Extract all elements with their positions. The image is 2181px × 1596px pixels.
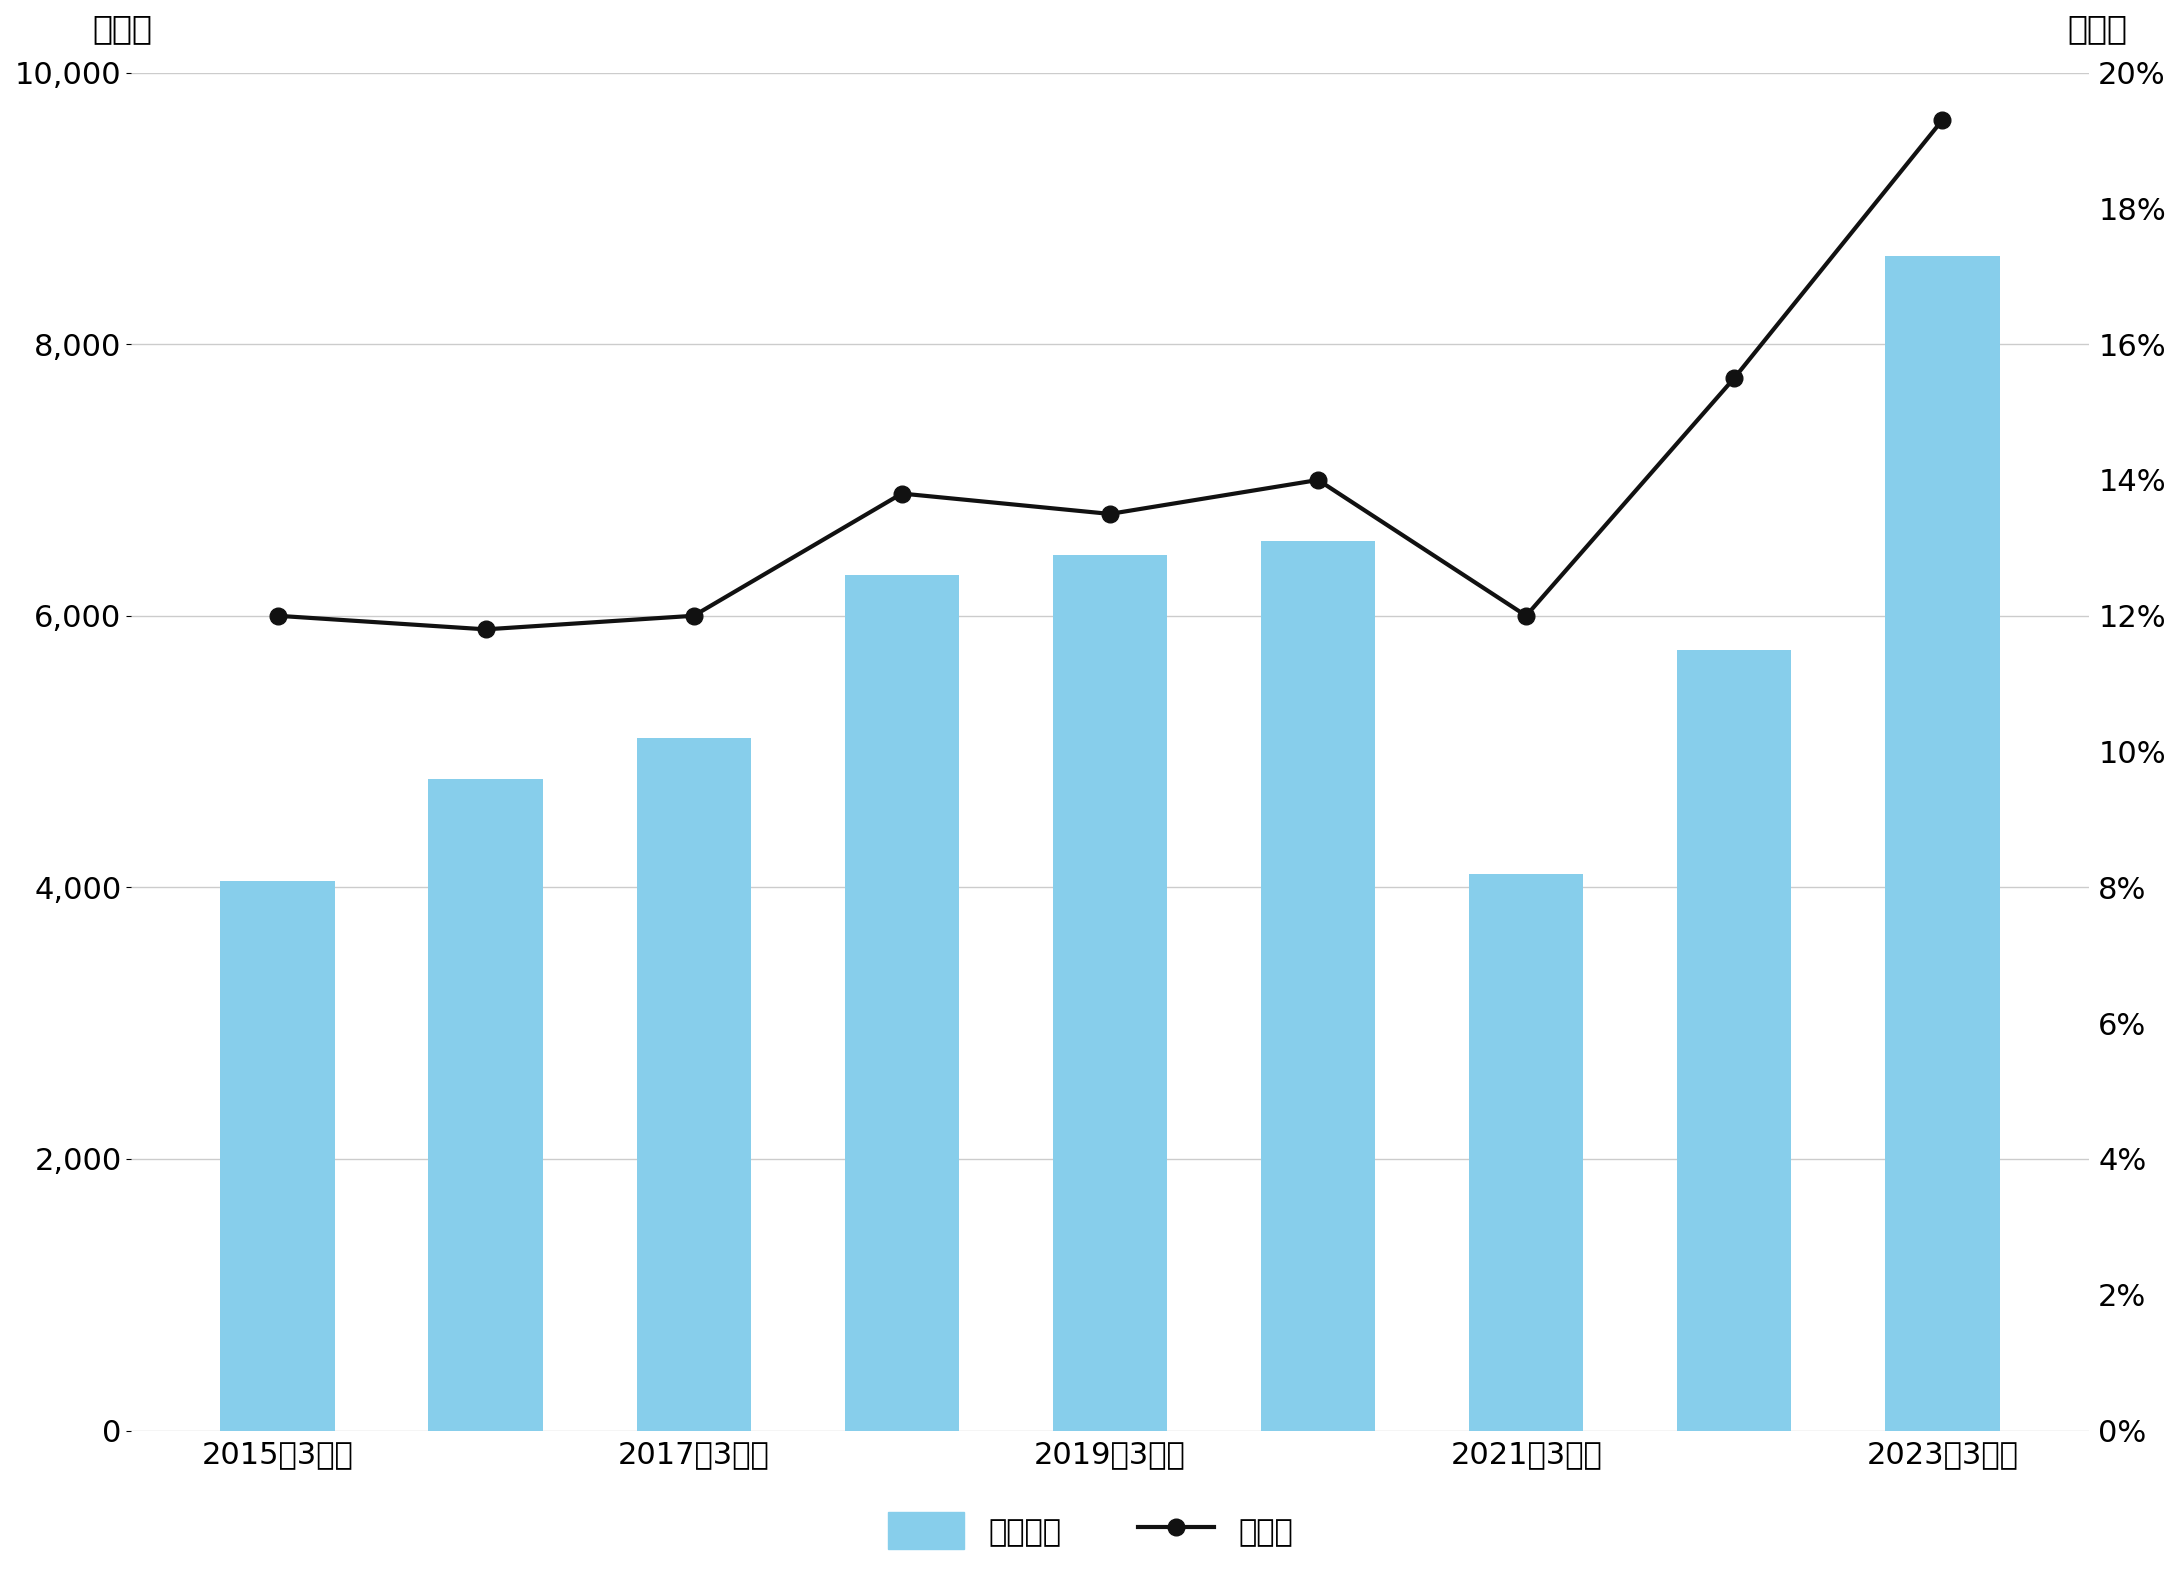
Bar (1884, 255, 2000, 1430)
Bar (844, 575, 960, 1430)
Bar (637, 737, 750, 1430)
Bar (220, 881, 334, 1430)
Bar (1677, 650, 1791, 1430)
Bar (1261, 541, 1376, 1430)
Text: （％）: （％） (2068, 13, 2129, 45)
Text: （件）: （件） (92, 13, 153, 45)
Bar (1470, 873, 1583, 1430)
Legend: 業者売主, シェア: 業者売主, シェア (872, 1497, 1309, 1564)
Bar (427, 779, 543, 1430)
Bar (1053, 555, 1167, 1430)
